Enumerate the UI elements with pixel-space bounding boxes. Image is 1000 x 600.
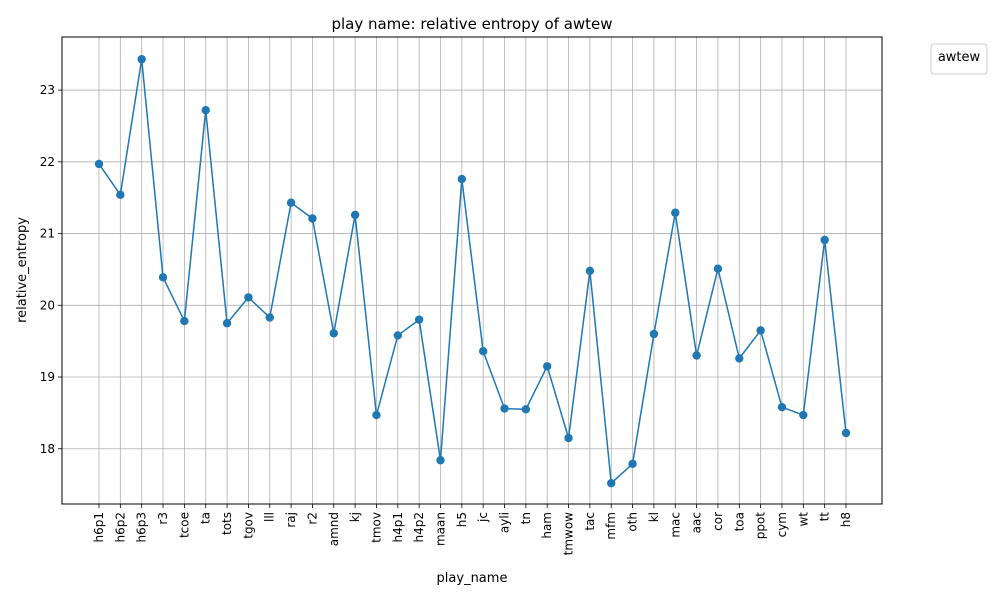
axis-ticks: h6p1 h6p2 h6p3 r3 tcoe ta tots tgov lll raj r2 amnd… bbox=[40, 83, 853, 555]
data-point bbox=[564, 433, 573, 443]
x-tick-label: jc bbox=[476, 512, 490, 523]
y-tick-label: 22 bbox=[40, 155, 55, 169]
x-tick-label: raj bbox=[284, 512, 298, 528]
x-tick-label: r3 bbox=[156, 512, 170, 525]
series-awtew bbox=[94, 55, 851, 488]
data-point bbox=[841, 428, 851, 438]
data-point bbox=[414, 315, 424, 324]
data-point bbox=[244, 293, 253, 302]
data-point bbox=[94, 159, 104, 169]
x-tick-label: mfm bbox=[604, 512, 618, 540]
x-tick-label: ta bbox=[199, 512, 213, 524]
y-tick-label: 21 bbox=[40, 227, 55, 241]
data-point bbox=[521, 405, 531, 414]
x-tick-label: mac bbox=[668, 512, 682, 538]
x-tick-label: wt bbox=[796, 512, 810, 527]
x-tick-label: amnd bbox=[327, 512, 341, 546]
plot-frame bbox=[61, 36, 883, 505]
x-tick-label: h8 bbox=[839, 512, 853, 527]
data-point bbox=[735, 354, 744, 363]
y-axis-title: relative_entropy bbox=[15, 217, 30, 323]
x-tick-label: toa bbox=[732, 512, 746, 531]
data-point bbox=[671, 208, 680, 217]
data-point bbox=[286, 198, 296, 207]
legend: awtew bbox=[930, 43, 988, 75]
x-axis-title: play_name bbox=[437, 571, 508, 586]
data-point bbox=[265, 313, 274, 322]
x-tick-label: kl bbox=[647, 512, 661, 522]
x-tick-label: tcoe bbox=[177, 512, 191, 538]
x-tick-label: h6p3 bbox=[135, 512, 149, 543]
data-point bbox=[756, 326, 765, 335]
x-tick-label: cor bbox=[711, 512, 725, 531]
x-tick-label: maan bbox=[433, 512, 447, 546]
data-point bbox=[329, 329, 338, 338]
data-point bbox=[350, 210, 360, 220]
x-tick-label: h5 bbox=[455, 512, 469, 527]
data-point bbox=[649, 329, 659, 339]
x-tick-label: tt bbox=[818, 512, 832, 522]
y-tick-label: 18 bbox=[40, 442, 55, 456]
x-tick-label: tmov bbox=[369, 512, 383, 543]
x-tick-label: lll bbox=[263, 512, 277, 522]
data-point bbox=[116, 190, 125, 200]
x-tick-label: tac bbox=[583, 512, 597, 531]
x-tick-label: ppot bbox=[754, 512, 768, 540]
data-point bbox=[222, 319, 232, 328]
x-tick-label: h4p1 bbox=[391, 512, 405, 543]
data-point bbox=[500, 404, 509, 413]
y-tick-label: 23 bbox=[40, 83, 55, 97]
data-point bbox=[607, 478, 616, 488]
x-tick-label: cym bbox=[775, 512, 789, 537]
data-point bbox=[158, 273, 168, 282]
x-tick-label: tots bbox=[220, 512, 234, 535]
x-tick-label: ham bbox=[540, 512, 554, 539]
data-point bbox=[393, 331, 402, 340]
x-tick-label: r2 bbox=[305, 512, 319, 525]
data-point bbox=[372, 410, 381, 420]
y-tick-label: 20 bbox=[40, 298, 55, 312]
data-point bbox=[799, 410, 808, 420]
x-tick-label: tmwow bbox=[562, 512, 576, 556]
legend-title: awtew bbox=[938, 50, 981, 65]
data-point bbox=[777, 402, 787, 412]
data-point bbox=[820, 235, 829, 245]
data-point bbox=[628, 459, 637, 469]
data-point bbox=[201, 105, 210, 115]
data-point bbox=[436, 456, 445, 465]
data-point bbox=[692, 351, 701, 360]
x-tick-label: ayli bbox=[498, 512, 512, 533]
data-point bbox=[137, 55, 146, 64]
data-point bbox=[713, 264, 723, 273]
x-tick-label: tn bbox=[519, 512, 533, 524]
x-tick-label: tgov bbox=[241, 512, 255, 539]
x-tick-label: h6p2 bbox=[113, 512, 127, 543]
data-point bbox=[478, 347, 488, 356]
x-tick-label: kj bbox=[348, 512, 362, 522]
y-tick-label: 19 bbox=[40, 370, 55, 384]
x-tick-label: h6p1 bbox=[92, 512, 106, 543]
x-tick-label: h4p2 bbox=[412, 512, 426, 543]
data-point bbox=[457, 174, 467, 184]
legend-box bbox=[930, 43, 988, 75]
x-tick-label: oth bbox=[626, 512, 640, 532]
data-point bbox=[308, 214, 317, 223]
x-tick-label: aac bbox=[690, 512, 704, 533]
data-point bbox=[585, 266, 595, 276]
data-point bbox=[543, 362, 552, 371]
series-line bbox=[98, 58, 847, 484]
data-point bbox=[180, 316, 189, 326]
chart-title: play name: relative entropy of awtew bbox=[331, 15, 612, 33]
